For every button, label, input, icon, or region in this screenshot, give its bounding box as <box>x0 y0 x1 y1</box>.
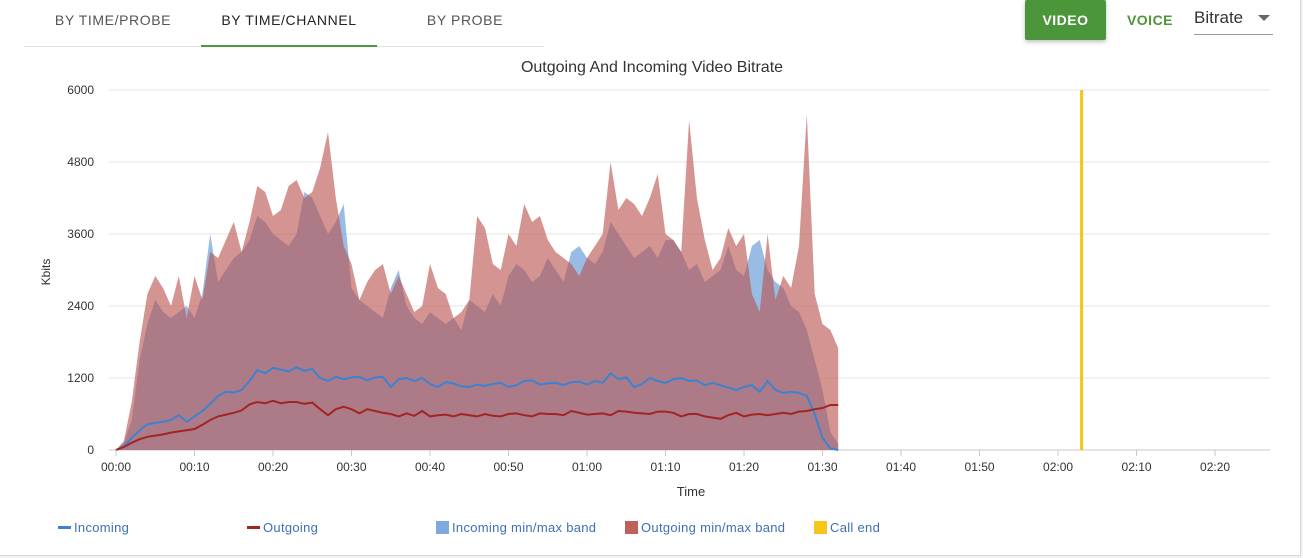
legend-incoming-band[interactable]: Incoming min/max band <box>436 520 596 536</box>
legend-incoming-band-swatch <box>436 521 449 535</box>
legend-outgoing-swatch <box>247 526 260 530</box>
x-tick-label: 01:00 <box>572 460 602 474</box>
legend-incoming-band-label: Incoming min/max band <box>452 520 597 535</box>
x-tick-label: 00:30 <box>336 460 366 474</box>
bitrate-chart: Outgoing And Incoming Video Bitrate 0 120… <box>39 59 1270 499</box>
voice-button[interactable]: VOICE <box>1126 12 1174 28</box>
x-tick-label: 01:30 <box>808 460 838 474</box>
legend-incoming-swatch <box>58 526 71 530</box>
y-tick-label: 4800 <box>67 155 94 169</box>
x-tick-label: 02:20 <box>1200 460 1230 474</box>
tab-by-time-probe[interactable]: BY TIME/PROBE <box>54 12 172 28</box>
x-tick-label: 00:10 <box>179 460 209 474</box>
x-tick-label: 00:40 <box>415 460 445 474</box>
x-tick-label: 00:50 <box>494 460 524 474</box>
view-tabs: BY TIME/PROBE BY TIME/CHANNEL BY PROBE <box>24 0 544 47</box>
legend-call-end-label: Call end <box>830 520 881 535</box>
legend-call-end[interactable]: Call end <box>814 520 880 536</box>
legend-incoming[interactable]: Incoming <box>58 520 129 536</box>
legend-outgoing[interactable]: Outgoing <box>247 520 318 536</box>
x-axis-label: Time <box>677 484 705 499</box>
y-tick-label: 0 <box>87 443 94 457</box>
x-tick-label: 01:10 <box>651 460 681 474</box>
y-tick-label: 6000 <box>67 83 94 97</box>
tab-by-probe[interactable]: BY PROBE <box>426 12 504 28</box>
legend-outgoing-band[interactable]: Outgoing min/max band <box>625 520 785 536</box>
x-tick-label: 02:00 <box>1043 460 1073 474</box>
legend-outgoing-label: Outgoing <box>263 520 319 535</box>
chevron-down-icon <box>1258 15 1270 21</box>
y-tick-label: 2400 <box>67 299 94 313</box>
x-tick-label: 00:00 <box>101 460 131 474</box>
x-tick-label: 01:40 <box>886 460 916 474</box>
outgoing-line <box>115 399 839 451</box>
metric-select[interactable]: Bitrate <box>1194 6 1273 35</box>
y-tick-label: 3600 <box>67 227 94 241</box>
y-axis-label: Kbits <box>39 259 53 286</box>
legend-outgoing-band-swatch <box>625 521 638 535</box>
y-tick-label: 1200 <box>67 371 94 385</box>
video-button[interactable]: VIDEO <box>1025 0 1106 40</box>
chart-title: Outgoing And Incoming Video Bitrate <box>521 59 783 76</box>
x-tick-label: 02:10 <box>1122 460 1152 474</box>
outgoing-band-area <box>116 114 839 450</box>
x-tick-label: 01:50 <box>965 460 995 474</box>
metric-select-value: Bitrate <box>1194 8 1244 27</box>
x-tick-label: 01:20 <box>729 460 759 474</box>
legend-call-end-swatch <box>814 521 827 535</box>
incoming-line <box>115 366 839 451</box>
legend-incoming-label: Incoming <box>74 520 130 535</box>
x-tick-label: 00:20 <box>258 460 288 474</box>
legend-outgoing-band-label: Outgoing min/max band <box>641 520 786 535</box>
tab-by-time-channel[interactable]: BY TIME/CHANNEL <box>201 0 377 47</box>
